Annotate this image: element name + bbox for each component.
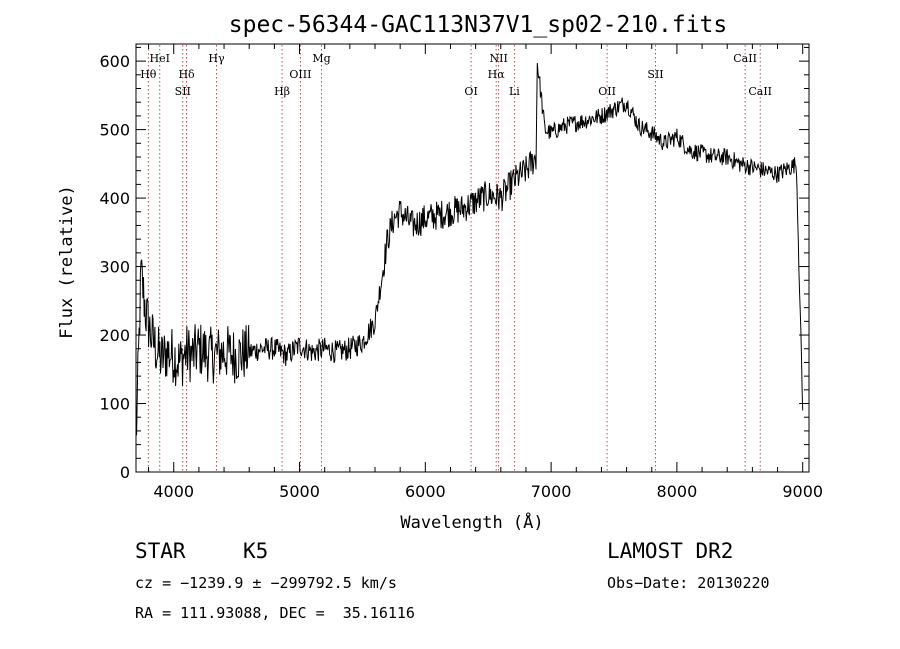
y-tick-label: 100 xyxy=(99,395,130,414)
object-class: STAR xyxy=(135,539,186,563)
emission-line-label: Hδ xyxy=(178,68,195,81)
x-tick-label: 4000 xyxy=(153,482,194,501)
y-tick-label: 400 xyxy=(99,189,130,208)
y-tick-label: 0 xyxy=(120,463,130,482)
plot-frame xyxy=(135,43,810,473)
x-tick-label: 8000 xyxy=(657,482,698,501)
emission-line-label: Hα xyxy=(488,68,506,81)
spectrum-line xyxy=(135,62,804,436)
y-tick-labels: 0 100 200 300 400 500 600 xyxy=(99,52,130,482)
x-tick-label: 5000 xyxy=(279,482,320,501)
emission-line-label: Li xyxy=(509,85,520,98)
emission-line-label: OI xyxy=(464,85,477,98)
emission-line-label: CaII xyxy=(748,85,772,98)
x-tick-label: 7000 xyxy=(531,482,572,501)
chart-title: spec-56344-GAC113N37V1_sp02-210.fits xyxy=(229,12,728,38)
emission-line-label: SII xyxy=(175,85,191,98)
emission-lines xyxy=(147,45,761,472)
y-tick-label: 200 xyxy=(99,326,130,345)
y-tick-label: 300 xyxy=(99,258,130,277)
emission-line-label: Hθ xyxy=(140,68,157,81)
x-tick-labels: 4000 5000 6000 7000 8000 9000 xyxy=(153,482,823,501)
emission-line-label: OII xyxy=(598,85,616,98)
redshift-cz: cz = −1239.9 ± −299792.5 km/s xyxy=(135,574,397,592)
emission-line-label: OIII xyxy=(289,68,311,81)
ra-dec-coordinates: RA = 111.93088, DEC = 35.16116 xyxy=(135,604,415,622)
emission-line-label: Hβ xyxy=(274,85,290,98)
y-tick-label: 500 xyxy=(99,121,130,140)
y-axis-label: Flux (relative) xyxy=(57,185,77,339)
emission-line-label: SII xyxy=(647,68,663,81)
emission-line-label: NII xyxy=(490,52,508,65)
survey-name: LAMOST DR2 xyxy=(607,539,734,563)
observation-date: Obs−Date: 20130220 xyxy=(607,574,770,592)
emission-line-label: HeI xyxy=(150,52,170,65)
y-tick-label: 600 xyxy=(99,52,130,71)
x-tick-label: 9000 xyxy=(782,482,823,501)
emission-line-label: Mg xyxy=(312,52,330,65)
emission-line-label: Hγ xyxy=(208,52,225,65)
x-axis-label: Wavelength (Å) xyxy=(400,511,543,533)
axis-ticks xyxy=(136,44,809,473)
object-subclass: K5 xyxy=(243,539,269,563)
x-tick-label: 6000 xyxy=(405,482,446,501)
emission-line-label: CaII xyxy=(733,52,757,65)
